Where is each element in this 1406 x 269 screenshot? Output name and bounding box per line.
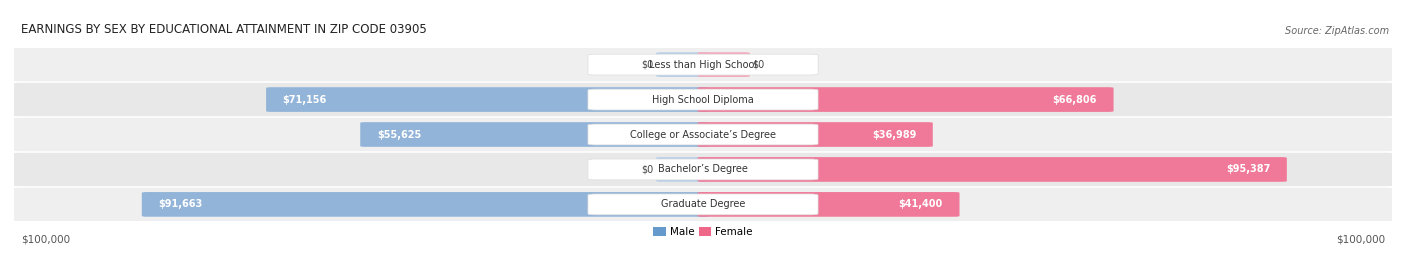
Text: College or Associate’s Degree: College or Associate’s Degree — [630, 129, 776, 140]
FancyBboxPatch shape — [266, 87, 709, 112]
Text: Source: ZipAtlas.com: Source: ZipAtlas.com — [1285, 26, 1389, 36]
FancyBboxPatch shape — [697, 52, 749, 77]
Text: $100,000: $100,000 — [1336, 234, 1385, 244]
FancyBboxPatch shape — [697, 157, 1286, 182]
FancyBboxPatch shape — [10, 48, 1396, 81]
FancyBboxPatch shape — [697, 87, 1114, 112]
FancyBboxPatch shape — [657, 157, 709, 182]
FancyBboxPatch shape — [10, 188, 1396, 221]
Text: $66,806: $66,806 — [1053, 94, 1097, 105]
FancyBboxPatch shape — [10, 118, 1396, 151]
FancyBboxPatch shape — [588, 89, 818, 110]
Text: Less than High School: Less than High School — [650, 60, 756, 70]
Text: $71,156: $71,156 — [283, 94, 326, 105]
Text: Bachelor’s Degree: Bachelor’s Degree — [658, 164, 748, 175]
Text: High School Diploma: High School Diploma — [652, 94, 754, 105]
Text: $95,387: $95,387 — [1226, 164, 1270, 175]
FancyBboxPatch shape — [10, 153, 1396, 186]
Text: $0: $0 — [641, 164, 654, 175]
Text: $36,989: $36,989 — [872, 129, 917, 140]
Text: $55,625: $55,625 — [377, 129, 420, 140]
Text: EARNINGS BY SEX BY EDUCATIONAL ATTAINMENT IN ZIP CODE 03905: EARNINGS BY SEX BY EDUCATIONAL ATTAINMEN… — [21, 23, 426, 36]
Text: Graduate Degree: Graduate Degree — [661, 199, 745, 209]
Legend: Male, Female: Male, Female — [650, 223, 756, 241]
FancyBboxPatch shape — [142, 192, 709, 217]
FancyBboxPatch shape — [588, 54, 818, 75]
Text: $41,400: $41,400 — [898, 199, 943, 209]
Text: $100,000: $100,000 — [21, 234, 70, 244]
FancyBboxPatch shape — [588, 159, 818, 180]
FancyBboxPatch shape — [588, 194, 818, 215]
FancyBboxPatch shape — [360, 122, 709, 147]
Text: $91,663: $91,663 — [159, 199, 202, 209]
FancyBboxPatch shape — [588, 124, 818, 145]
Text: $0: $0 — [641, 60, 654, 70]
FancyBboxPatch shape — [697, 122, 932, 147]
FancyBboxPatch shape — [697, 192, 959, 217]
Text: $0: $0 — [752, 60, 765, 70]
FancyBboxPatch shape — [10, 83, 1396, 116]
FancyBboxPatch shape — [657, 52, 709, 77]
